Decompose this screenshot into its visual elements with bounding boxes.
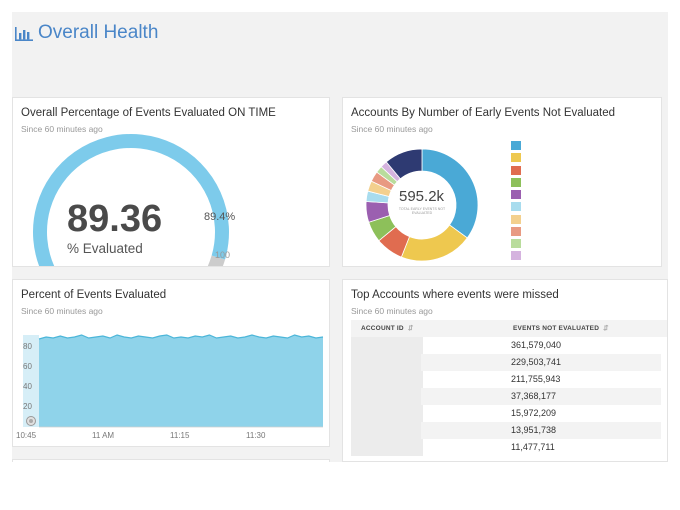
legend-swatch bbox=[511, 177, 521, 187]
x-tick-label: 10:45 bbox=[16, 431, 37, 440]
area-fill bbox=[39, 335, 323, 427]
legend-swatch bbox=[511, 214, 521, 224]
dashboard-header: Overall Health bbox=[12, 12, 668, 92]
reset-zoom-icon[interactable] bbox=[26, 416, 36, 426]
legend-swatch bbox=[511, 202, 521, 212]
x-tick-label: 11 AM bbox=[92, 431, 115, 440]
next-card-edge bbox=[12, 459, 330, 462]
gauge-max-label: 100 bbox=[215, 250, 231, 260]
events-cell: 211,755,943 bbox=[511, 374, 561, 384]
legend-item[interactable] bbox=[511, 165, 521, 175]
legend-swatch bbox=[511, 141, 521, 150]
events-cell: 13,951,738 bbox=[511, 425, 557, 435]
legend-item[interactable] bbox=[511, 239, 521, 248]
gauge-chart bbox=[33, 134, 229, 266]
legend-item[interactable] bbox=[511, 214, 521, 224]
table-row[interactable]: 15,972,209 bbox=[421, 405, 661, 422]
legend-item[interactable] bbox=[511, 226, 521, 236]
donut-slice[interactable] bbox=[385, 148, 423, 180]
donut-center-caption: TOTAL EARLY EVENTS NOT EVALUATED bbox=[398, 207, 446, 215]
y-tick-label: 60 bbox=[23, 362, 32, 371]
legend-swatch bbox=[511, 153, 521, 163]
card-title: Top Accounts where events were missed bbox=[351, 289, 559, 301]
sort-icon[interactable]: ⇵ bbox=[407, 325, 414, 332]
gauge-fill bbox=[33, 134, 229, 266]
area-chart-card[interactable]: Percent of Events Evaluated Since 60 min… bbox=[12, 279, 330, 447]
events-cell: 229,503,741 bbox=[511, 357, 562, 367]
table-row[interactable]: 211,755,943 bbox=[421, 371, 661, 388]
dashboard-title: Overall Health bbox=[38, 22, 159, 43]
legend-swatch bbox=[511, 239, 521, 248]
redacted-account-ids bbox=[351, 337, 423, 456]
column-header-label: ACCOUNT ID bbox=[361, 325, 404, 332]
y-tick-label: 80 bbox=[23, 342, 32, 351]
dashboard: Overall Health Overall Percentage of Eve… bbox=[12, 12, 668, 462]
x-tick-label: 11:15 bbox=[170, 431, 190, 440]
table-row[interactable]: 361,579,040 bbox=[421, 337, 661, 354]
table-row[interactable]: 37,368,177 bbox=[421, 388, 661, 405]
events-cell: 15,972,209 bbox=[511, 408, 557, 418]
gauge-track bbox=[207, 255, 226, 266]
bar-chart-icon bbox=[14, 26, 34, 47]
legend-item[interactable] bbox=[511, 190, 521, 199]
table-row[interactable]: 11,477,711 bbox=[421, 439, 661, 456]
legend-item[interactable] bbox=[511, 202, 521, 212]
card-subtitle: Since 60 minutes ago bbox=[21, 124, 103, 134]
gauge-card[interactable]: Overall Percentage of Events Evaluated O… bbox=[12, 97, 330, 267]
donut-chart[interactable] bbox=[343, 98, 662, 267]
column-header-label: EVENTS NOT EVALUATED bbox=[513, 325, 600, 332]
card-title: Overall Percentage of Events Evaluated O… bbox=[21, 107, 276, 119]
legend-swatch bbox=[511, 251, 521, 261]
events-cell: 11,477,711 bbox=[511, 442, 555, 452]
donut-legend bbox=[511, 141, 521, 264]
legend-item[interactable] bbox=[511, 177, 521, 187]
area-line bbox=[38, 334, 324, 340]
top-accounts-card[interactable]: Top Accounts where events were missed Si… bbox=[342, 279, 668, 462]
column-header-events-not-evaluated[interactable]: EVENTS NOT EVALUATED ⇵ bbox=[513, 324, 609, 332]
y-tick-label: 20 bbox=[23, 402, 32, 411]
gauge-unit-label: % Evaluated bbox=[67, 241, 143, 256]
card-subtitle: Since 60 minutes ago bbox=[351, 124, 433, 134]
legend-item[interactable] bbox=[511, 141, 521, 150]
table-row[interactable]: 229,503,741 bbox=[421, 354, 661, 371]
donut-slice[interactable] bbox=[400, 224, 468, 262]
table-row[interactable]: 13,951,738 bbox=[421, 422, 661, 439]
legend-swatch bbox=[511, 226, 521, 236]
y-tick-label: 40 bbox=[23, 382, 32, 391]
table-header-row bbox=[351, 320, 667, 337]
chart-band bbox=[23, 335, 39, 427]
gauge-marker-label: 89.4% bbox=[204, 211, 236, 223]
card-title: Percent of Events Evaluated bbox=[21, 289, 167, 301]
card-subtitle: Since 60 minutes ago bbox=[21, 306, 103, 316]
legend-swatch bbox=[511, 165, 521, 175]
card-title: Accounts By Number of Early Events Not E… bbox=[351, 107, 615, 119]
legend-item[interactable] bbox=[511, 153, 521, 163]
donut-center-value: 595.2k bbox=[399, 188, 445, 205]
column-header-account-id[interactable]: ACCOUNT ID ⇵ bbox=[361, 324, 413, 332]
card-subtitle: Since 60 minutes ago bbox=[351, 306, 433, 316]
donut-card[interactable]: Accounts By Number of Early Events Not E… bbox=[342, 97, 662, 267]
gauge-value: 89.36 bbox=[67, 198, 163, 240]
legend-item[interactable] bbox=[511, 251, 521, 261]
events-cell: 37,368,177 bbox=[511, 391, 557, 401]
area-chart[interactable] bbox=[13, 280, 330, 447]
sort-icon[interactable]: ⇵ bbox=[603, 325, 609, 332]
legend-swatch bbox=[511, 190, 521, 199]
events-cell: 361,579,040 bbox=[511, 340, 562, 350]
x-tick-label: 11:30 bbox=[246, 431, 266, 440]
